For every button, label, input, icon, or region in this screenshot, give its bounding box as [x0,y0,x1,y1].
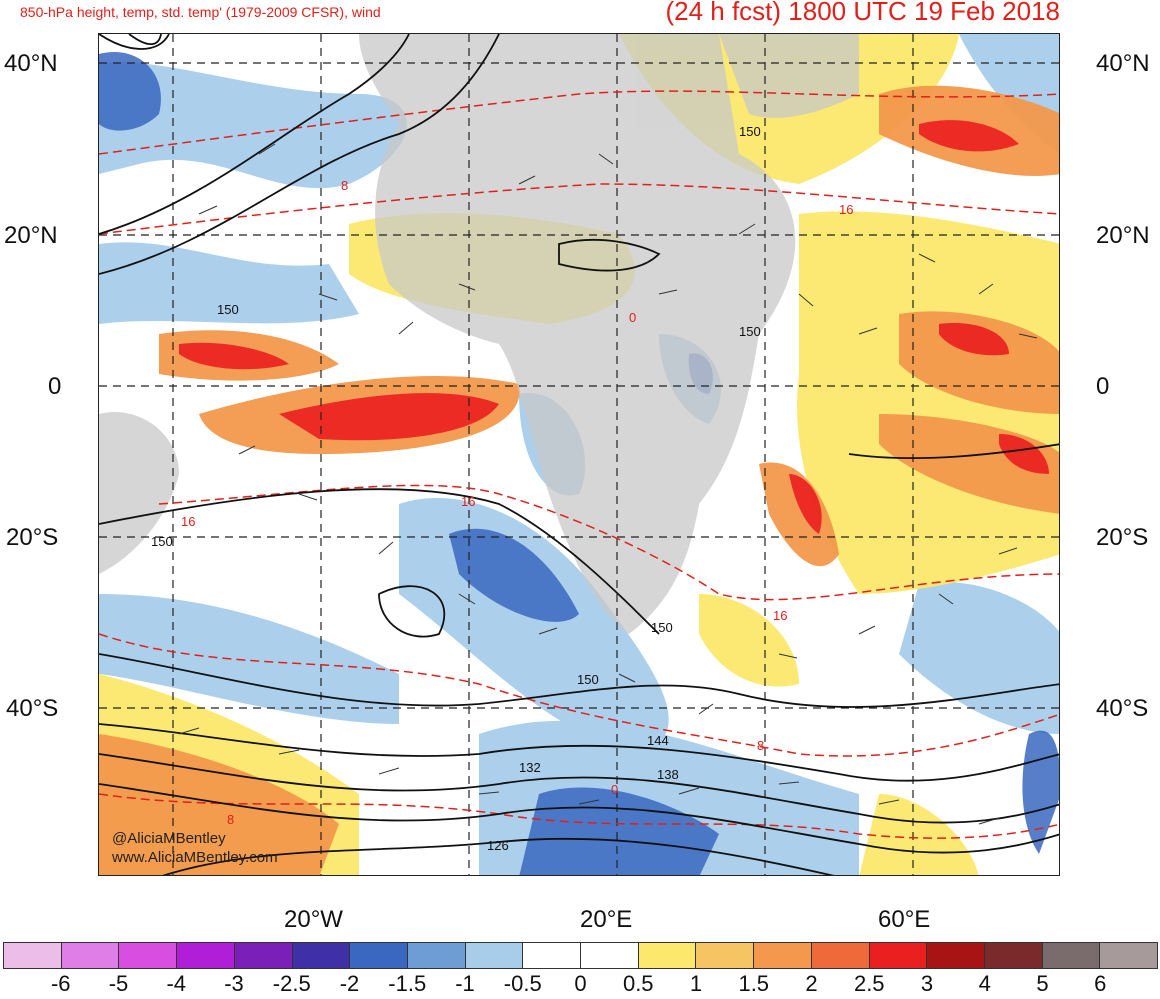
contour-labels: 150 150 150 150 150 150 144 138 132 126 … [151,124,853,853]
colorbar-tick-label: -1 [455,971,475,996]
lat-label-left: 40°N [4,50,58,77]
temp-label: 16 [461,494,475,509]
height-label: 144 [647,733,669,748]
forecast-time-title: (24 h fcst) 1800 UTC 19 Feb 2018 [665,0,1060,26]
colorbar-swatch [292,942,351,969]
colorbar-tick-label: 1.5 [738,971,770,996]
map-graphic: 150 150 150 150 150 150 144 138 132 126 … [99,34,1059,875]
height-label: 150 [217,302,239,317]
colorbar-swatch [465,942,524,969]
lat-label-right: 40°N [1096,50,1150,77]
lat-label-right: 40°S [1096,695,1149,722]
weather-map: 150 150 150 150 150 150 144 138 132 126 … [98,33,1060,876]
colorbar-swatch [927,942,985,969]
colorbar-swatch [869,942,928,969]
wind-barbs [178,143,1038,825]
colorbar-swatch [523,942,582,969]
lat-label-right: 0 [1096,373,1110,400]
lat-label-left: 40°S [6,695,59,722]
lon-label: 60°E [878,906,931,933]
temp-label: 8 [341,178,348,193]
temperature-contours [99,90,1059,839]
colorbar-tick-label: 3 [920,971,934,996]
colorbar-swatch [811,942,870,969]
colorbar-tick-label: -5 [108,971,129,996]
colorbar-tick-label: -3 [224,971,244,996]
colorbar-swatch [984,942,1043,969]
lat-label-left: 20°N [4,222,58,249]
colorbar-tick-label: 0 [574,971,587,996]
temp-label: 8 [757,738,764,753]
land-masses [99,34,859,634]
height-label: 150 [651,620,673,635]
colorbar-swatch [177,942,235,969]
colorbar-tick-label: 2 [805,971,818,996]
lat-label-right: 20°S [1096,524,1149,551]
temp-label: 16 [773,608,787,623]
graticule [99,34,1059,875]
colorbar-tick-label: 4 [978,971,991,996]
colorbar-tick-label: -2.5 [272,971,311,996]
colorbar-tick-label: -1.5 [388,971,427,996]
colorbar-tick-label: -4 [166,971,187,996]
colorbar-swatch [754,942,812,969]
colorbar-tick-label: 2.5 [853,971,885,996]
colorbar-tick-label: 6 [1094,971,1107,996]
lon-label: 20°W [284,906,343,933]
colorbar-tick-label: 0.5 [622,971,654,996]
strong-cold-anomaly-regions [99,52,1059,875]
colorbar-swatch [696,942,755,969]
map-subtitle: 850-hPa height, temp, std. temp' (1979-2… [20,4,381,20]
colorbar-swatch [3,942,62,969]
colorbar-tick-label: -2 [339,971,360,996]
colorbar-swatch [638,942,697,969]
colorbar [3,942,1159,969]
colorbar-tick-label: -0.5 [503,971,542,996]
height-label: 150 [739,124,761,139]
colorbar-swatch [581,942,639,969]
colorbar-swatch [1042,942,1101,969]
height-label: 126 [487,838,509,853]
colorbar-tick-label: -6 [50,971,71,996]
temp-label: 16 [839,202,853,217]
height-contours [99,34,1059,875]
colorbar-swatch [350,942,408,969]
height-label: 150 [739,324,761,339]
colorbar-swatch [407,942,466,969]
colorbar-tick-label: 5 [1036,971,1049,996]
colorbar-tick-label: 1 [689,971,703,996]
colorbar-swatch [1100,942,1159,969]
temp-label: 0 [629,310,636,325]
watermark-handle: @AliciaMBentley [112,830,226,847]
lat-label-left: 0 [48,373,62,400]
height-label: 150 [577,672,599,687]
temp-label: 8 [227,812,234,827]
lon-label: 20°E [580,906,633,933]
watermark-url: www.AliciaMBentley.com [112,849,278,866]
colorbar-swatch [234,942,293,969]
strong-warm-anomaly-regions [179,120,1049,534]
lat-label-left: 20°S [6,524,59,551]
temp-label: 0 [611,782,618,797]
colorbar-swatch [61,942,120,969]
temp-label: 16 [181,514,195,529]
colorbar-swatch [119,942,178,969]
height-label: 132 [519,760,541,775]
height-label: 138 [657,767,679,782]
height-label: 150 [151,534,173,549]
lat-label-right: 20°N [1096,222,1150,249]
